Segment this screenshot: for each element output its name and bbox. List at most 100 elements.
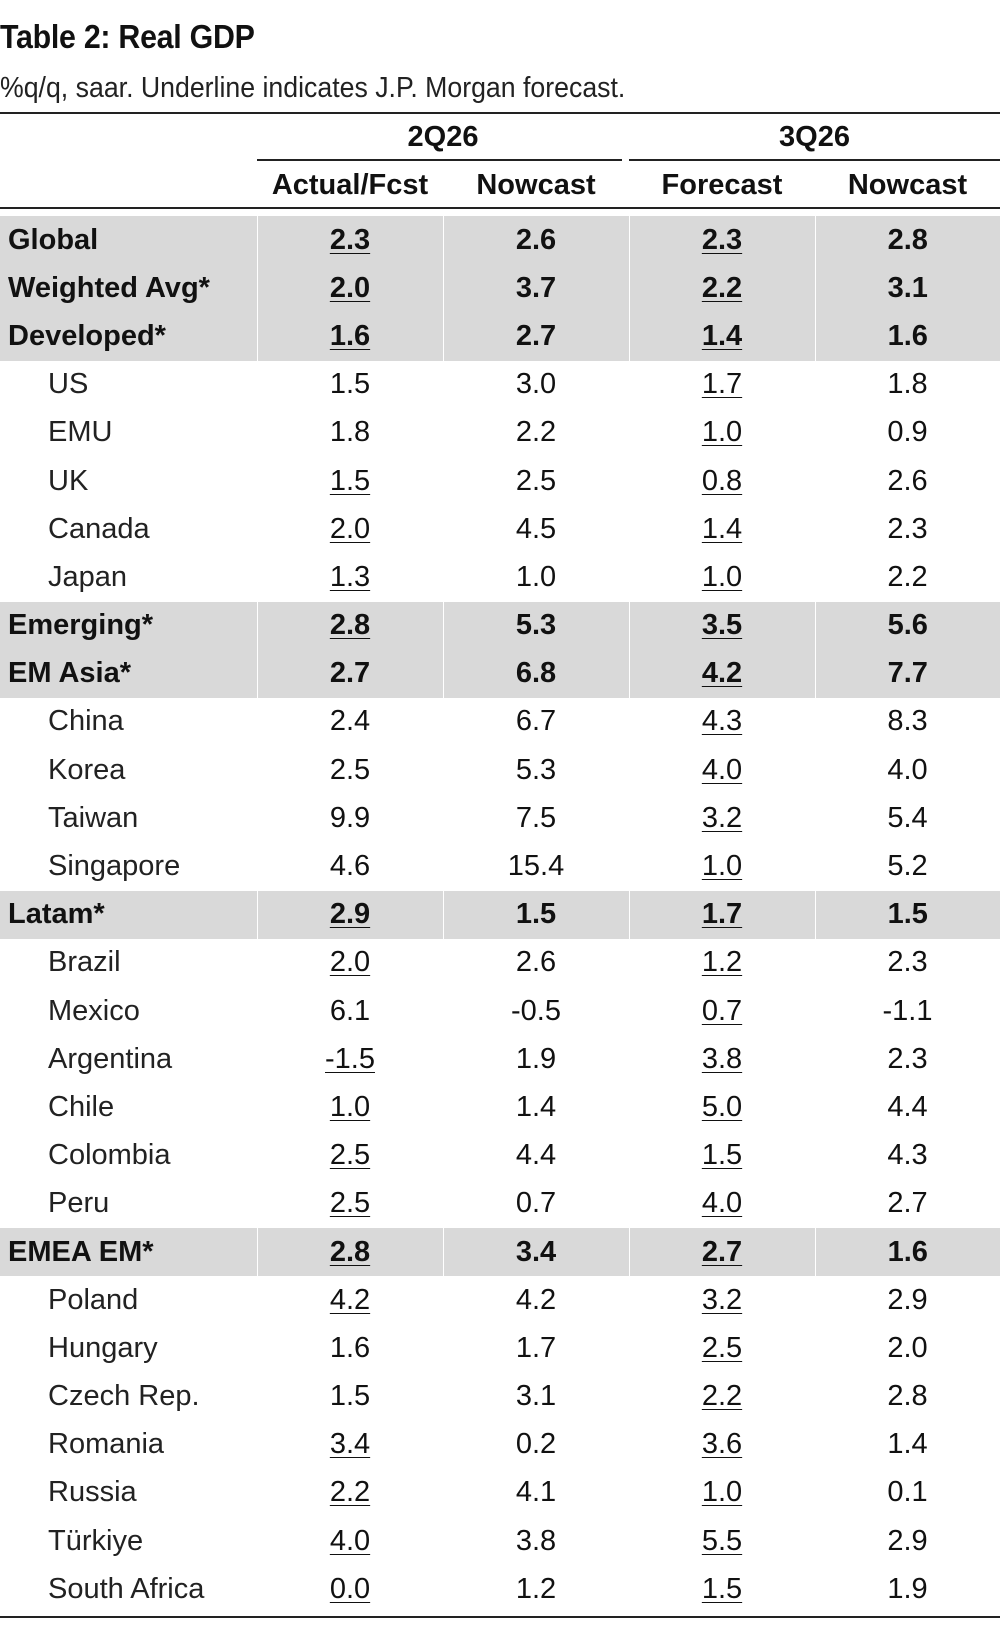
row-label: Türkiye [48, 1524, 144, 1557]
table-row: Türkiye 4.0 3.8 5.5 2.9 [0, 1517, 1000, 1565]
value: 1.4 [515, 1090, 557, 1123]
value-cell: 2.3 [815, 505, 1000, 553]
value-cell: 4.3 [815, 1132, 1000, 1180]
value: 5.2 [887, 850, 928, 883]
row-label: Emerging* [0, 601, 257, 650]
value-cell: 2.8 [256, 1227, 443, 1277]
value-cell: 4.0 [257, 1517, 443, 1565]
bottom-rule [0, 1616, 1000, 1618]
table-title: Table 2: Real GDP [0, 18, 255, 55]
value-cell: 1.5 [257, 1373, 443, 1421]
value: 2.6 [515, 223, 557, 256]
row-label: US [48, 368, 89, 401]
value-cell: 1.4 [629, 505, 815, 553]
value: 4.0 [887, 753, 928, 786]
value-cell: 1.9 [443, 1035, 629, 1083]
row-label: Mexico [48, 994, 140, 1027]
table-row: EMEA EM* 2.8 3.4 2.7 1.6 [0, 1227, 1000, 1277]
value: 3.8 [515, 1524, 557, 1557]
value-cell: 1.5 [629, 1565, 815, 1613]
value-cell: 2.2 [257, 1469, 443, 1517]
value-cell: 4.0 [629, 1180, 815, 1228]
value: 2.7 [515, 319, 557, 352]
value: 2.6 [515, 946, 557, 979]
value: 1.5 [887, 898, 928, 931]
value: 5.3 [515, 609, 557, 642]
table-row: Russia 2.2 4.1 1.0 0.1 [0, 1469, 1000, 1517]
value-cell: 1.4 [443, 1083, 629, 1131]
value-cell: -0.5 [443, 987, 629, 1035]
value: 1.4 [887, 1428, 928, 1461]
forecast-value: -1.5 [325, 1042, 375, 1075]
value-cell: 2.2 [443, 409, 629, 457]
forecast-value: 2.5 [329, 1187, 371, 1220]
value-cell: 0.2 [443, 1421, 629, 1469]
forecast-value: 1.5 [701, 1572, 743, 1605]
value-cell: 7.5 [443, 794, 629, 842]
forecast-value: 1.0 [701, 1476, 743, 1509]
forecast-value: 1.4 [701, 319, 743, 352]
value-cell: 6.1 [257, 987, 443, 1035]
value-cell: 0.0 [257, 1565, 443, 1613]
value-cell: 1.4 [815, 1421, 1000, 1469]
value-cell: 1.2 [629, 939, 815, 987]
table-row: Taiwan 9.9 7.5 3.2 5.4 [0, 794, 1000, 842]
value: 1.7 [515, 1331, 557, 1364]
value-cell: 2.9 [815, 1517, 1000, 1565]
table-row: Colombia 2.5 4.4 1.5 4.3 [0, 1132, 1000, 1180]
value-cell: 3.2 [629, 1276, 815, 1324]
value: 5.4 [887, 801, 928, 834]
value-cell: 2.2 [628, 264, 815, 313]
header-rule [0, 207, 1000, 209]
forecast-value: 2.8 [329, 1235, 371, 1268]
forecast-value: 4.0 [701, 753, 743, 786]
forecast-value: 1.7 [701, 368, 743, 401]
value-cell: 2.5 [443, 457, 629, 505]
row-label: EMEA EM* [0, 1227, 257, 1277]
value-cell: 2.9 [815, 1276, 1000, 1324]
value-cell: 3.0 [443, 361, 629, 409]
value-cell: 1.2 [443, 1565, 629, 1613]
value-cell: 5.3 [442, 601, 629, 650]
value-cell: 2.3 [815, 939, 1000, 987]
value-cell: 1.5 [442, 890, 629, 939]
value: 2.3 [887, 512, 928, 545]
row-label: Romania [48, 1428, 165, 1461]
value: 4.3 [887, 1139, 928, 1172]
row-label: Argentina [48, 1042, 173, 1075]
value-cell: 2.8 [815, 1373, 1000, 1421]
value-cell: 1.0 [629, 1469, 815, 1517]
value-cell: 15.4 [443, 842, 629, 890]
gdp-table: Global 2.3 2.6 2.3 2.8 Weighted Avg* 2.0 3.7 2.2… [0, 216, 1000, 1613]
forecast-value: 2.0 [329, 512, 371, 545]
table-row: Weighted Avg* 2.0 3.7 2.2 3.1 [0, 264, 1000, 313]
value-cell: 5.3 [443, 746, 629, 794]
forecast-value: 4.0 [329, 1524, 371, 1557]
value: 2.3 [887, 946, 928, 979]
forecast-value: 2.5 [329, 1139, 371, 1172]
value-cell: 2.7 [256, 649, 443, 698]
row-label: UK [48, 464, 89, 497]
row-label: Russia [48, 1476, 137, 1509]
value-cell: 2.7 [628, 1227, 815, 1277]
value: 0.1 [887, 1476, 928, 1509]
row-label: Weighted Avg* [0, 264, 257, 313]
value-cell: 2.0 [256, 264, 443, 313]
value: 2.5 [515, 464, 557, 497]
value-cell: 4.2 [628, 649, 815, 698]
value-cell: 3.6 [629, 1421, 815, 1469]
value: 2.2 [515, 416, 557, 449]
value-cell: 1.8 [257, 409, 443, 457]
value: 1.6 [887, 1235, 928, 1268]
forecast-value: 2.0 [329, 946, 371, 979]
value-cell: 1.6 [256, 312, 443, 361]
value: 2.7 [329, 657, 371, 690]
value-cell: 4.3 [629, 698, 815, 746]
value-cell: 5.0 [629, 1083, 815, 1131]
forecast-value: 2.2 [701, 271, 743, 304]
value-cell: 3.1 [814, 264, 1000, 313]
row-label: Chile [48, 1090, 115, 1123]
table-row: EMU 1.8 2.2 1.0 0.9 [0, 409, 1000, 457]
value-cell: 1.7 [628, 890, 815, 939]
value: 1.6 [887, 319, 928, 352]
